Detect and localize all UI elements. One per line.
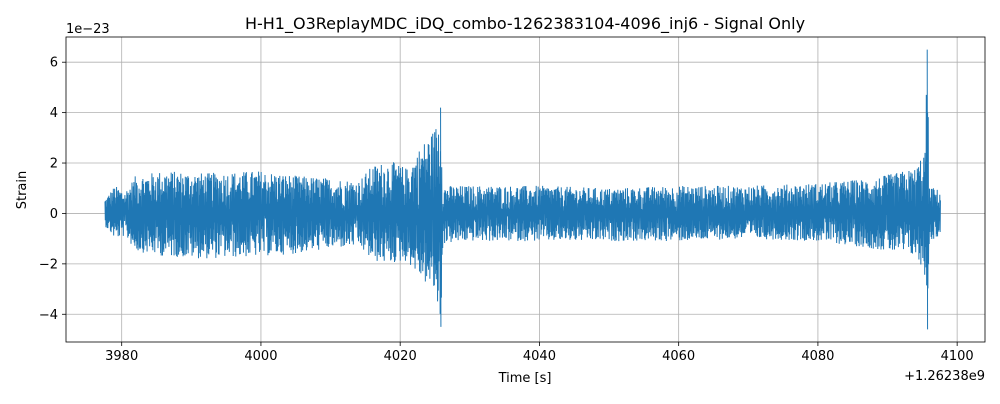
y-tick-label: 2 — [50, 157, 58, 172]
chart-title: H-H1_O3ReplayMDC_iDQ_combo-1262383104-40… — [245, 14, 805, 34]
y-tick-label: −4 — [39, 308, 58, 323]
y-tick-label: −2 — [39, 257, 58, 272]
y-tick-label: 0 — [50, 207, 58, 222]
y-axis-ticks: −4 −2 0 2 4 6 — [39, 56, 66, 323]
y-axis-label: Strain — [15, 171, 30, 210]
x-axis-ticks: 3980 4000 4020 4040 4060 4080 4100 — [105, 342, 974, 364]
x-tick-label: 4080 — [801, 349, 834, 364]
x-tick-label: 4060 — [662, 349, 695, 364]
x-tick-label: 4020 — [384, 349, 417, 364]
x-tick-label: 4100 — [941, 349, 974, 364]
axes-frame — [65, 36, 986, 343]
x-tick-label: 3980 — [105, 349, 138, 364]
plot-area — [104, 49, 941, 330]
y-scale-label: 1e−23 — [66, 22, 110, 37]
x-tick-label: 4040 — [523, 349, 556, 364]
strain-signal-line — [104, 49, 941, 330]
y-tick-label: 4 — [50, 106, 58, 121]
x-axis-label: Time [s] — [498, 371, 552, 386]
x-tick-label: 4000 — [244, 349, 277, 364]
y-tick-label: 6 — [50, 56, 58, 71]
x-offset-label: +1.26238e9 — [904, 369, 985, 384]
